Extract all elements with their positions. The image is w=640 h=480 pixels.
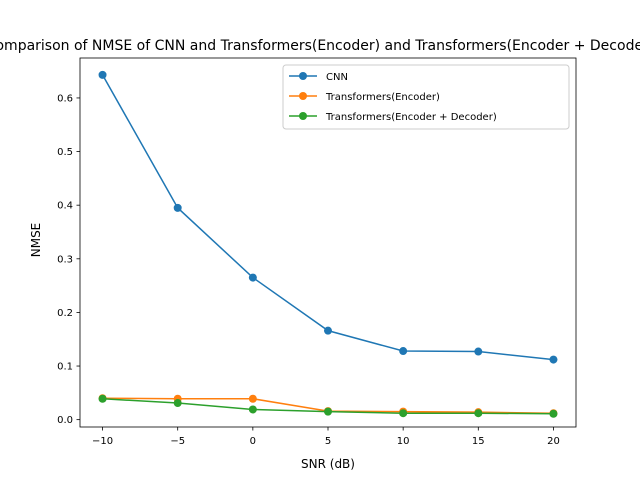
series-2-point-3 bbox=[324, 407, 332, 416]
x-tick-label-6: 20 bbox=[547, 436, 560, 447]
x-tick-label-2: 0 bbox=[250, 436, 256, 447]
y-axis-label: NMSE bbox=[29, 223, 43, 258]
x-tick-label-1: −5 bbox=[170, 436, 185, 447]
series-2-point-6 bbox=[549, 409, 558, 418]
x-tick-label-4: 10 bbox=[397, 436, 410, 447]
y-tick-label-0: 0.0 bbox=[57, 415, 73, 426]
series-0-point-5 bbox=[474, 347, 483, 356]
y-tick-label-4: 0.4 bbox=[57, 201, 73, 212]
series-2-point-2 bbox=[248, 405, 257, 414]
series-0-point-3 bbox=[324, 326, 332, 335]
legend-marker-2 bbox=[299, 112, 307, 120]
legend-box bbox=[282, 64, 570, 130]
y-tick-label-5: 0.5 bbox=[57, 147, 73, 158]
y-tick-label-1: 0.1 bbox=[57, 362, 73, 373]
x-axis-label: SNR (dB) bbox=[301, 457, 355, 471]
series-0-point-4 bbox=[399, 347, 408, 356]
series-2-point-5 bbox=[474, 409, 483, 418]
legend-marker-1 bbox=[299, 92, 307, 100]
series-0-point-1 bbox=[173, 203, 182, 212]
y-tick-label-2: 0.2 bbox=[57, 308, 73, 319]
plot-area: −10 −5 0 5 10 15 20 0.0 0.1 0.2 0.3 0.4 0.5 0.6 bbox=[57, 57, 577, 447]
y-tick-label-6: 0.6 bbox=[57, 93, 73, 104]
series-2-point-4 bbox=[399, 409, 408, 418]
y-tick-label-3: 0.3 bbox=[57, 254, 73, 265]
series-0-point-0 bbox=[98, 70, 107, 79]
legend-label-0: CNN bbox=[326, 72, 348, 83]
series-2-point-1 bbox=[173, 399, 182, 408]
series-2-point-0 bbox=[98, 394, 107, 403]
series-0-point-2 bbox=[248, 273, 257, 282]
chart-title: Comparison of NMSE of CNN and Transforme… bbox=[0, 38, 640, 54]
x-tick-label-5: 15 bbox=[472, 436, 485, 447]
legend-label-2: Transformers(Encoder + Decoder) bbox=[325, 112, 497, 123]
series-0-point-6 bbox=[549, 355, 558, 364]
x-tick-label-3: 5 bbox=[325, 436, 331, 447]
x-tick-label-0: −10 bbox=[92, 436, 113, 447]
legend: CNN Transformers(Encoder) Transformers(Enc… bbox=[282, 64, 570, 130]
series-1-point-2 bbox=[248, 394, 257, 403]
legend-marker-0 bbox=[299, 72, 307, 80]
legend-label-1: Transformers(Encoder) bbox=[325, 92, 440, 103]
